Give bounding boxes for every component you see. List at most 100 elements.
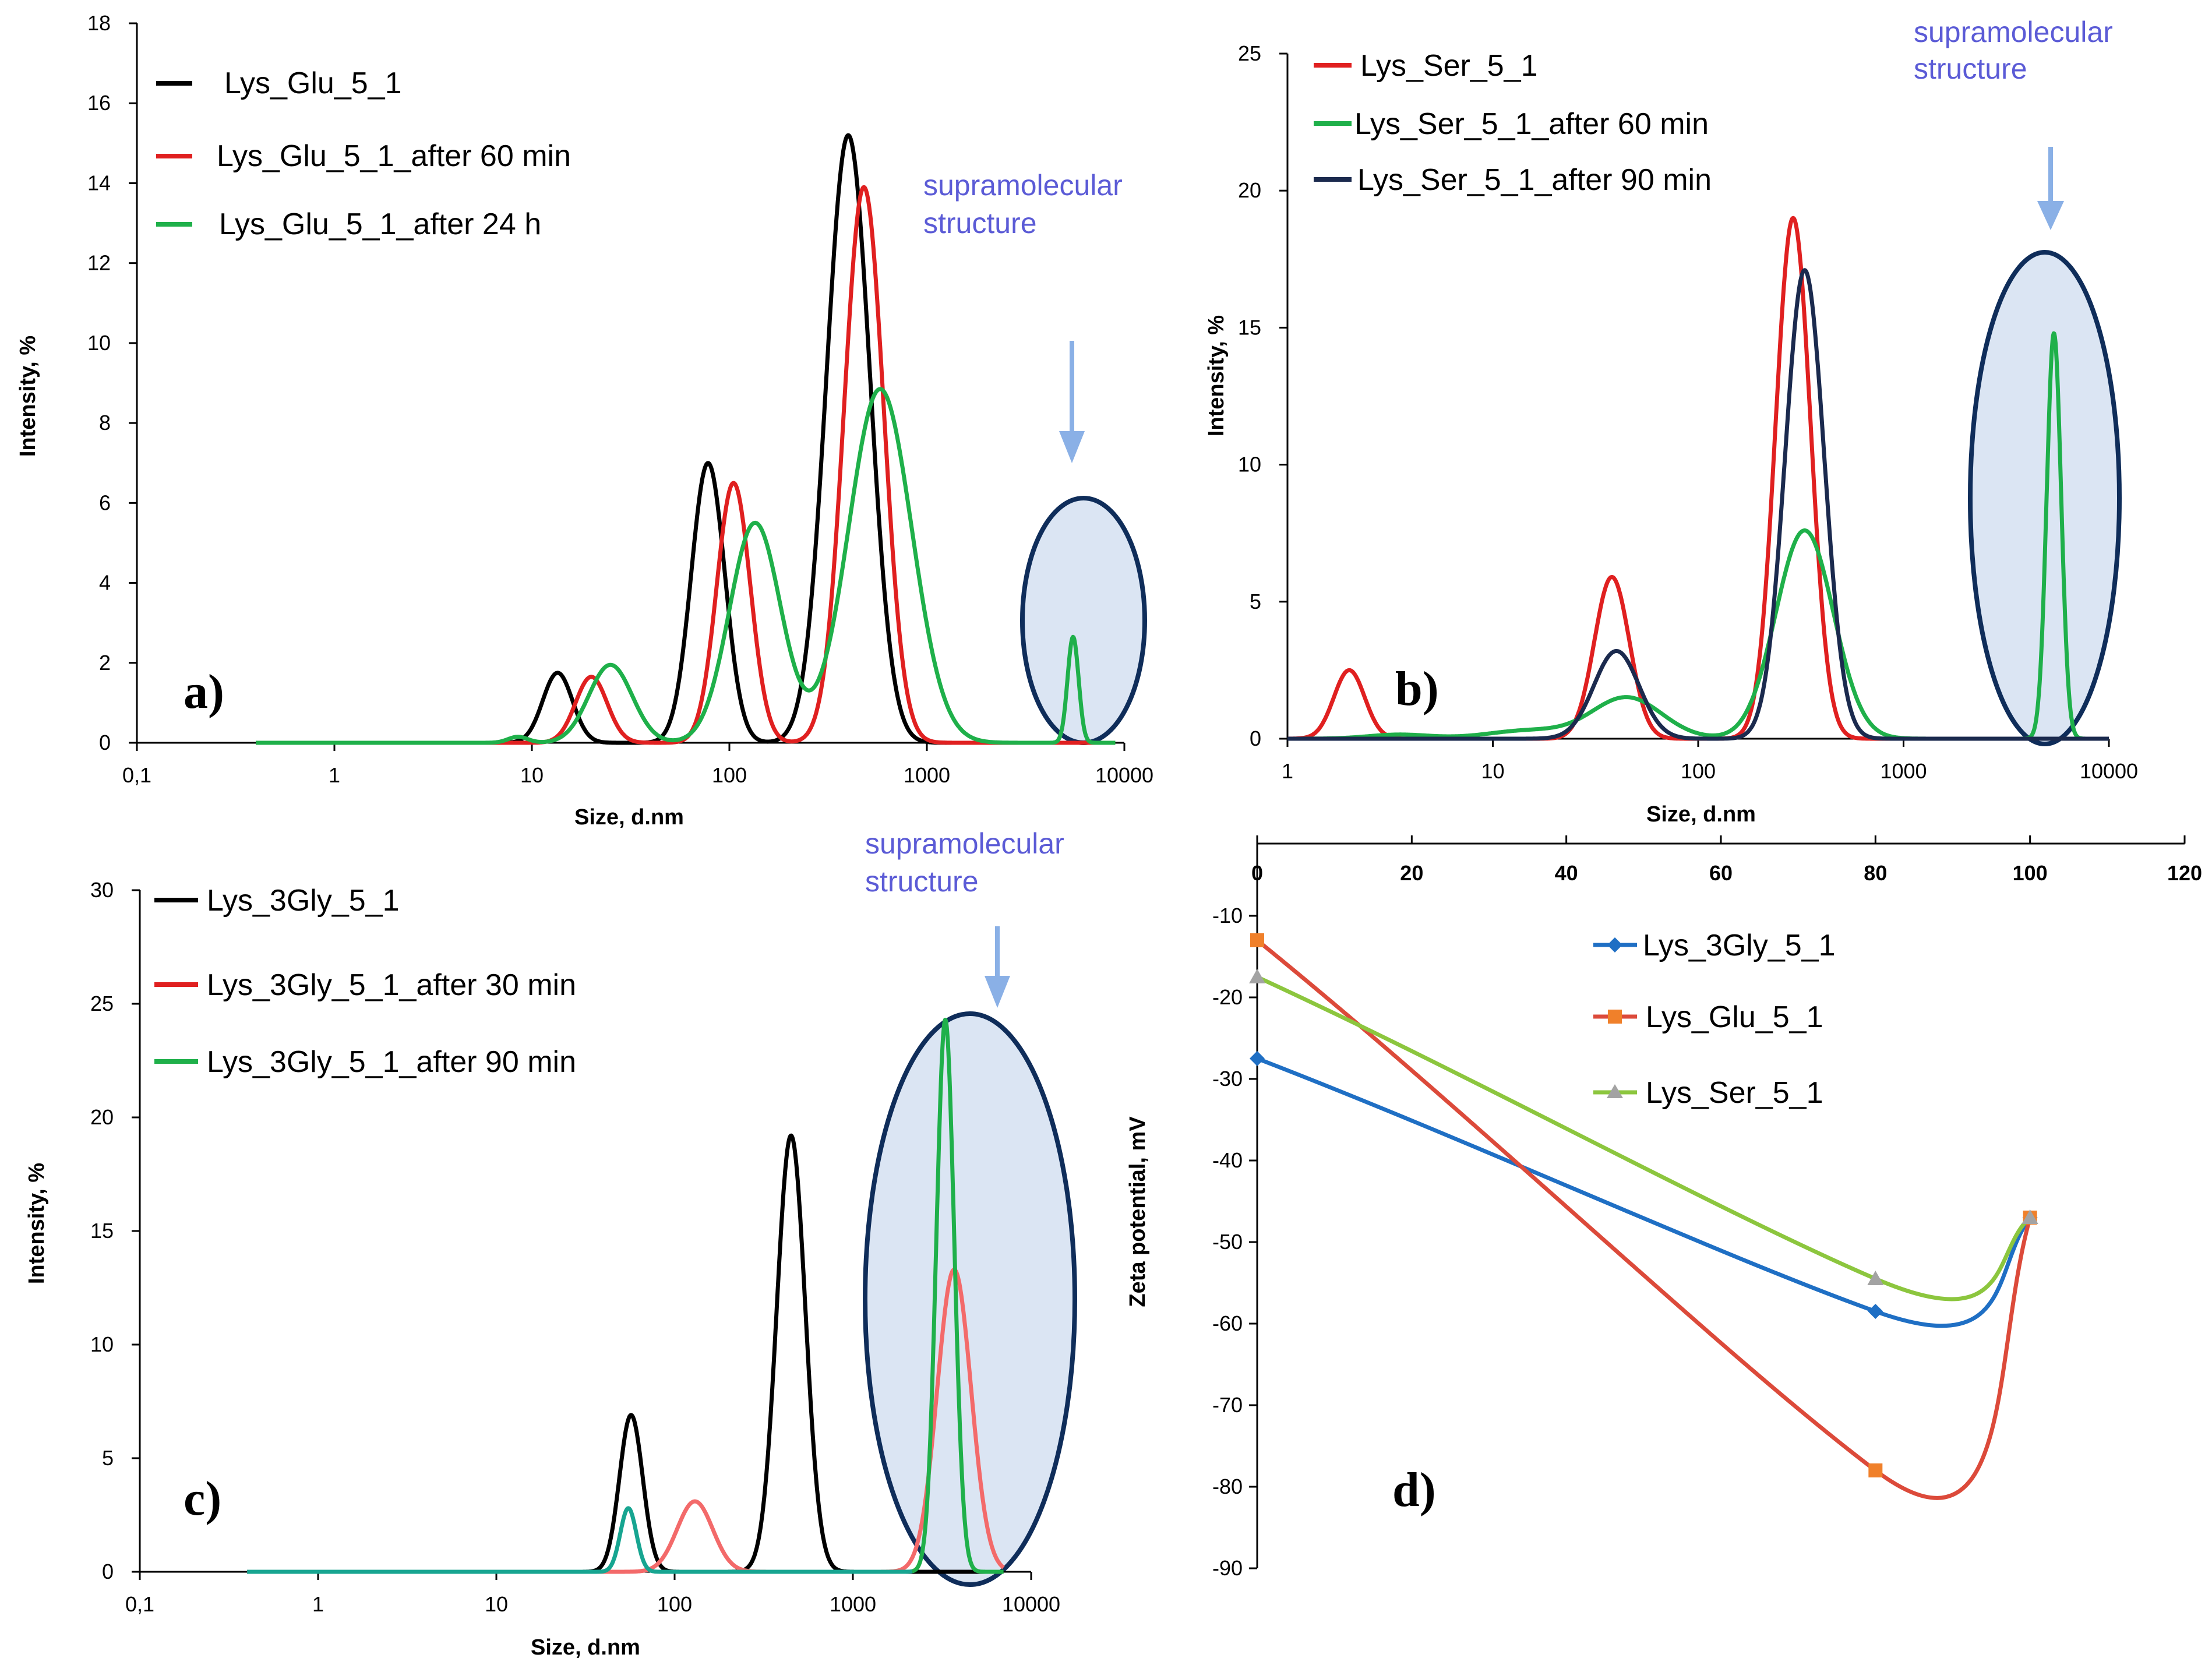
a-x-tick-label: 1 [329, 763, 340, 787]
c-legend-label-3: Lys_3Gly_5_1_after 90 min [207, 1045, 576, 1079]
b-tick-labels: 0 5 10 15 20 25 1 10 100 1000 10000 [1238, 41, 2138, 783]
a-legend-label-2: Lys_Glu_5_1_after 60 min [217, 139, 571, 173]
d-y-tick-label: -50 [1212, 1230, 1243, 1254]
b-legend: Lys_Ser_5_1 Lys_Ser_5_1_after 60 min Lys… [1314, 49, 1712, 197]
c-series-3-line [245, 1506, 914, 1574]
c-y-tick-label: 5 [102, 1446, 114, 1470]
d-x-tick-label: 60 [1709, 861, 1733, 885]
d-y-tick-label: -20 [1212, 985, 1243, 1009]
d-y-tick-label: -80 [1212, 1475, 1243, 1498]
d-y-tick-label: -90 [1212, 1556, 1243, 1580]
panel-a: 0 2 4 6 8 10 12 14 16 18 0,1 1 10 100 1000 10000 Size, … [16, 11, 1153, 830]
c-y-tick-label: 10 [90, 1332, 114, 1356]
d-series-2-line [1255, 939, 2033, 1500]
d-x-tick-label: 80 [1864, 861, 1887, 885]
a-tick-labels: 0 2 4 6 8 10 12 14 16 18 0,1 1 10 100 1000 10000 [87, 11, 1153, 787]
c-y-tick-label: 15 [90, 1219, 114, 1243]
a-y-axis-title: Intensity, % [16, 336, 40, 457]
d-series-3-point-3 [2022, 1209, 2038, 1224]
d-series-1-point-1 [1250, 1051, 1265, 1066]
a-y-tick-label: 8 [99, 411, 111, 435]
d-series-1-line [1256, 1056, 2032, 1328]
b-legend-label-3: Lys_Ser_5_1_after 90 min [1357, 163, 1712, 197]
a-axes [129, 22, 1126, 751]
d-tick-labels: 0 20 40 60 80 100 120 -10 -20 -30 -40 -50 -60 -70 -80 -… [1212, 861, 2202, 1580]
b-y-tick-label: 5 [1250, 590, 1261, 613]
c-annotation: supramolecular structure [865, 827, 1064, 1008]
d-series-2-point-1 [1250, 933, 1264, 947]
b-y-tick-label: 25 [1238, 41, 1261, 65]
b-x-tick-label: 100 [1681, 759, 1716, 783]
c-panel-label: c) [184, 1472, 221, 1526]
a-highlight-ellipse [1020, 496, 1147, 745]
d-legend-marker-1 [1607, 937, 1622, 953]
d-y-tick-label: -40 [1212, 1148, 1243, 1172]
d-y-tick-label: -10 [1212, 904, 1243, 927]
c-series-3-line [911, 1017, 981, 1574]
b-x-axis-title: Size, d.nm [1646, 802, 1756, 827]
panel-d: 0 20 40 60 80 100 120 -10 -20 -30 -40 -50 -60 -70 -80 -… [1126, 835, 2202, 1580]
c-series-2-line [245, 1499, 895, 1574]
a-x-tick-label: 10 [520, 763, 544, 787]
c-annotation-line-1: supramolecular [865, 827, 1064, 860]
d-x-tick-label: 100 [2013, 861, 2048, 885]
c-y-tick-label: 0 [102, 1560, 114, 1583]
a-x-axis-title: Size, d.nm [574, 805, 684, 830]
c-series-3-line [978, 1569, 1006, 1574]
d-panel-label: d) [1392, 1463, 1436, 1517]
c-x-axis-title: Size, d.nm [531, 1635, 640, 1660]
c-annotation-arrow-head [985, 976, 1010, 1008]
d-x-tick-label: 20 [1400, 861, 1423, 885]
a-y-tick-label: 18 [87, 11, 111, 35]
c-y-axis-title: Intensity, % [24, 1163, 49, 1284]
a-x-tick-label: 100 [712, 763, 747, 787]
b-y-tick-label: 0 [1250, 726, 1261, 750]
a-legend: Lys_Glu_5_1 Lys_Glu_5_1_after 60 min Lys… [156, 66, 571, 241]
a-x-tick-label: 1000 [904, 763, 950, 787]
b-series-group [1286, 216, 2111, 741]
a-y-tick-label: 14 [87, 171, 111, 195]
a-y-tick-label: 6 [99, 491, 111, 514]
d-y-tick-label: -70 [1212, 1393, 1243, 1417]
a-y-tick-label: 2 [99, 651, 111, 675]
a-y-tick-label: 16 [87, 91, 111, 115]
b-series-3-line [1286, 268, 2111, 741]
c-annotation-line-2: structure [865, 865, 979, 898]
d-legend: Lys_3Gly_5_1 Lys_Glu_5_1 Lys_Ser_5_1 [1593, 929, 1836, 1110]
c-highlight-ellipse [863, 1011, 1077, 1587]
a-y-tick-label: 12 [87, 251, 111, 275]
c-legend-label-1: Lys_3Gly_5_1 [207, 884, 400, 918]
d-series-3-point-2 [1867, 1271, 1884, 1285]
b-annotation-arrow-head [2037, 201, 2064, 230]
b-y-tick-label: 15 [1238, 315, 1261, 339]
b-y-tick-label: 20 [1238, 178, 1261, 202]
d-series-group [1249, 933, 2038, 1500]
d-legend-marker-2 [1608, 1010, 1622, 1024]
a-y-tick-label: 0 [99, 731, 111, 754]
b-x-tick-label: 1 [1282, 759, 1293, 783]
a-y-tick-label: 10 [87, 331, 111, 355]
panel-b: 0 5 10 15 20 25 1 10 100 1000 10000 Size, d.nm Int… [1204, 16, 2138, 827]
c-x-tick-label: 1 [312, 1592, 324, 1616]
b-legend-label-1: Lys_Ser_5_1 [1360, 49, 1538, 83]
d-legend-label-3: Lys_Ser_5_1 [1646, 1076, 1823, 1110]
a-series-group [254, 133, 1117, 745]
a-annotation-arrow-head [1059, 431, 1085, 463]
c-series-group [245, 1017, 1006, 1574]
b-x-tick-label: 1000 [1880, 759, 1927, 783]
c-series-2-line [891, 1267, 1006, 1574]
c-x-tick-label: 0,1 [125, 1592, 154, 1616]
d-y-tick-label: -30 [1212, 1067, 1243, 1091]
b-x-tick-label: 10 [1481, 759, 1504, 783]
a-panel-label: a) [184, 665, 224, 719]
b-annotation: supramolecular structure [1914, 16, 2113, 230]
d-series-1-point-2 [1868, 1304, 1883, 1319]
a-annotation: supramolecular structure [923, 169, 1123, 463]
c-legend: Lys_3Gly_5_1 Lys_3Gly_5_1_after 30 min L… [154, 884, 576, 1079]
c-x-tick-label: 10 [485, 1592, 508, 1616]
a-series-3-line [254, 387, 1117, 745]
c-tick-labels: 0 5 10 15 20 25 30 0,1 1 10 100 1000 10000 [90, 878, 1060, 1616]
a-x-tick-label: 0,1 [122, 763, 151, 787]
d-series-3-point-1 [1249, 969, 1265, 983]
